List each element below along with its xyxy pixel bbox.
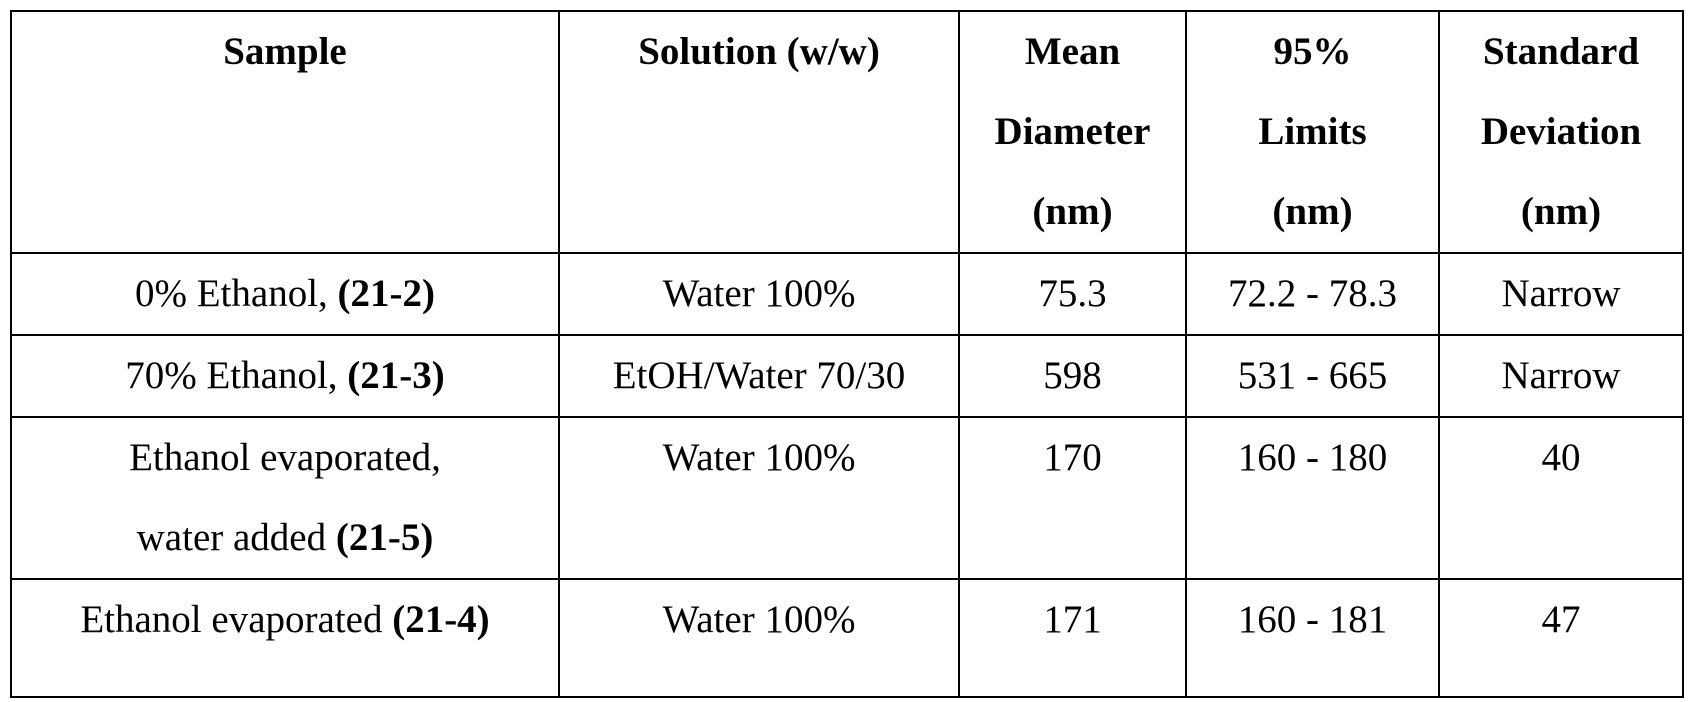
sample-id: (21-4) [392, 598, 490, 641]
header-std-line-2: Deviation [1480, 110, 1642, 153]
sample-text: 70% Ethanol, [125, 354, 348, 397]
header-mean-line-3: (nm) [1032, 190, 1113, 233]
cell-solution: Water 100% [558, 578, 960, 698]
header-mean-line-1: Mean [1024, 30, 1121, 73]
header-limits-line-3: (nm) [1272, 190, 1353, 233]
cell-mean: 170 [958, 416, 1187, 580]
results-table: Sample Solution (w/w) Mean Diameter (nm)… [10, 10, 1684, 698]
sample-id: (21-2) [337, 272, 435, 315]
header-row: Sample Solution (w/w) Mean Diameter (nm)… [10, 10, 1684, 254]
cell-mean: 171 [958, 578, 1187, 698]
cell-limits: 160 - 180 [1185, 416, 1440, 580]
cell-sample: Ethanol evaporated (21-4) [10, 578, 560, 698]
header-std-line-1: Standard [1482, 30, 1640, 73]
cell-limits: 160 - 181 [1185, 578, 1440, 698]
cell-sample: 0% Ethanol, (21-2) [10, 252, 560, 336]
table-row: 70% Ethanol, (21-3) EtOH/Water 70/30 598… [10, 334, 1684, 418]
header-mean-diameter: Mean Diameter (nm) [958, 10, 1187, 254]
sample-text: water added [136, 516, 336, 559]
cell-std: Narrow [1438, 252, 1684, 336]
cell-mean: 75.3 [958, 252, 1187, 336]
cell-solution: Water 100% [558, 416, 960, 580]
cell-std: Narrow [1438, 334, 1684, 418]
cell-limits: 531 - 665 [1185, 334, 1440, 418]
header-std-dev: Standard Deviation (nm) [1438, 10, 1684, 254]
sample-id: (21-5) [335, 516, 434, 559]
cell-solution: Water 100% [558, 252, 960, 336]
header-limits: 95% Limits (nm) [1185, 10, 1440, 254]
sample-id: (21-3) [347, 354, 445, 397]
header-solution: Solution (w/w) [558, 10, 960, 254]
cell-std: 40 [1438, 416, 1684, 580]
cell-solution: EtOH/Water 70/30 [558, 334, 960, 418]
table-row: Ethanol evaporated (21-4) Water 100% 171… [10, 578, 1684, 698]
cell-sample: 70% Ethanol, (21-3) [10, 334, 560, 418]
table-row: Ethanol evaporated, water added (21-5) Wa… [10, 416, 1684, 580]
cell-std: 47 [1438, 578, 1684, 698]
table-row: 0% Ethanol, (21-2) Water 100% 75.3 72.2 … [10, 252, 1684, 336]
header-mean-line-2: Diameter [994, 110, 1151, 153]
header-limits-line-2: Limits [1258, 110, 1367, 153]
cell-sample: Ethanol evaporated, water added (21-5) [10, 416, 560, 580]
sample-line-1: Ethanol evaporated, [129, 436, 441, 479]
cell-limits: 72.2 - 78.3 [1185, 252, 1440, 336]
sample-text: 0% Ethanol, [134, 272, 338, 315]
header-limits-line-1: 95% [1273, 30, 1352, 73]
cell-mean: 598 [958, 334, 1187, 418]
sample-text: Ethanol evaporated [80, 598, 393, 641]
header-sample: Sample [10, 10, 560, 254]
header-std-line-3: (nm) [1520, 190, 1602, 233]
